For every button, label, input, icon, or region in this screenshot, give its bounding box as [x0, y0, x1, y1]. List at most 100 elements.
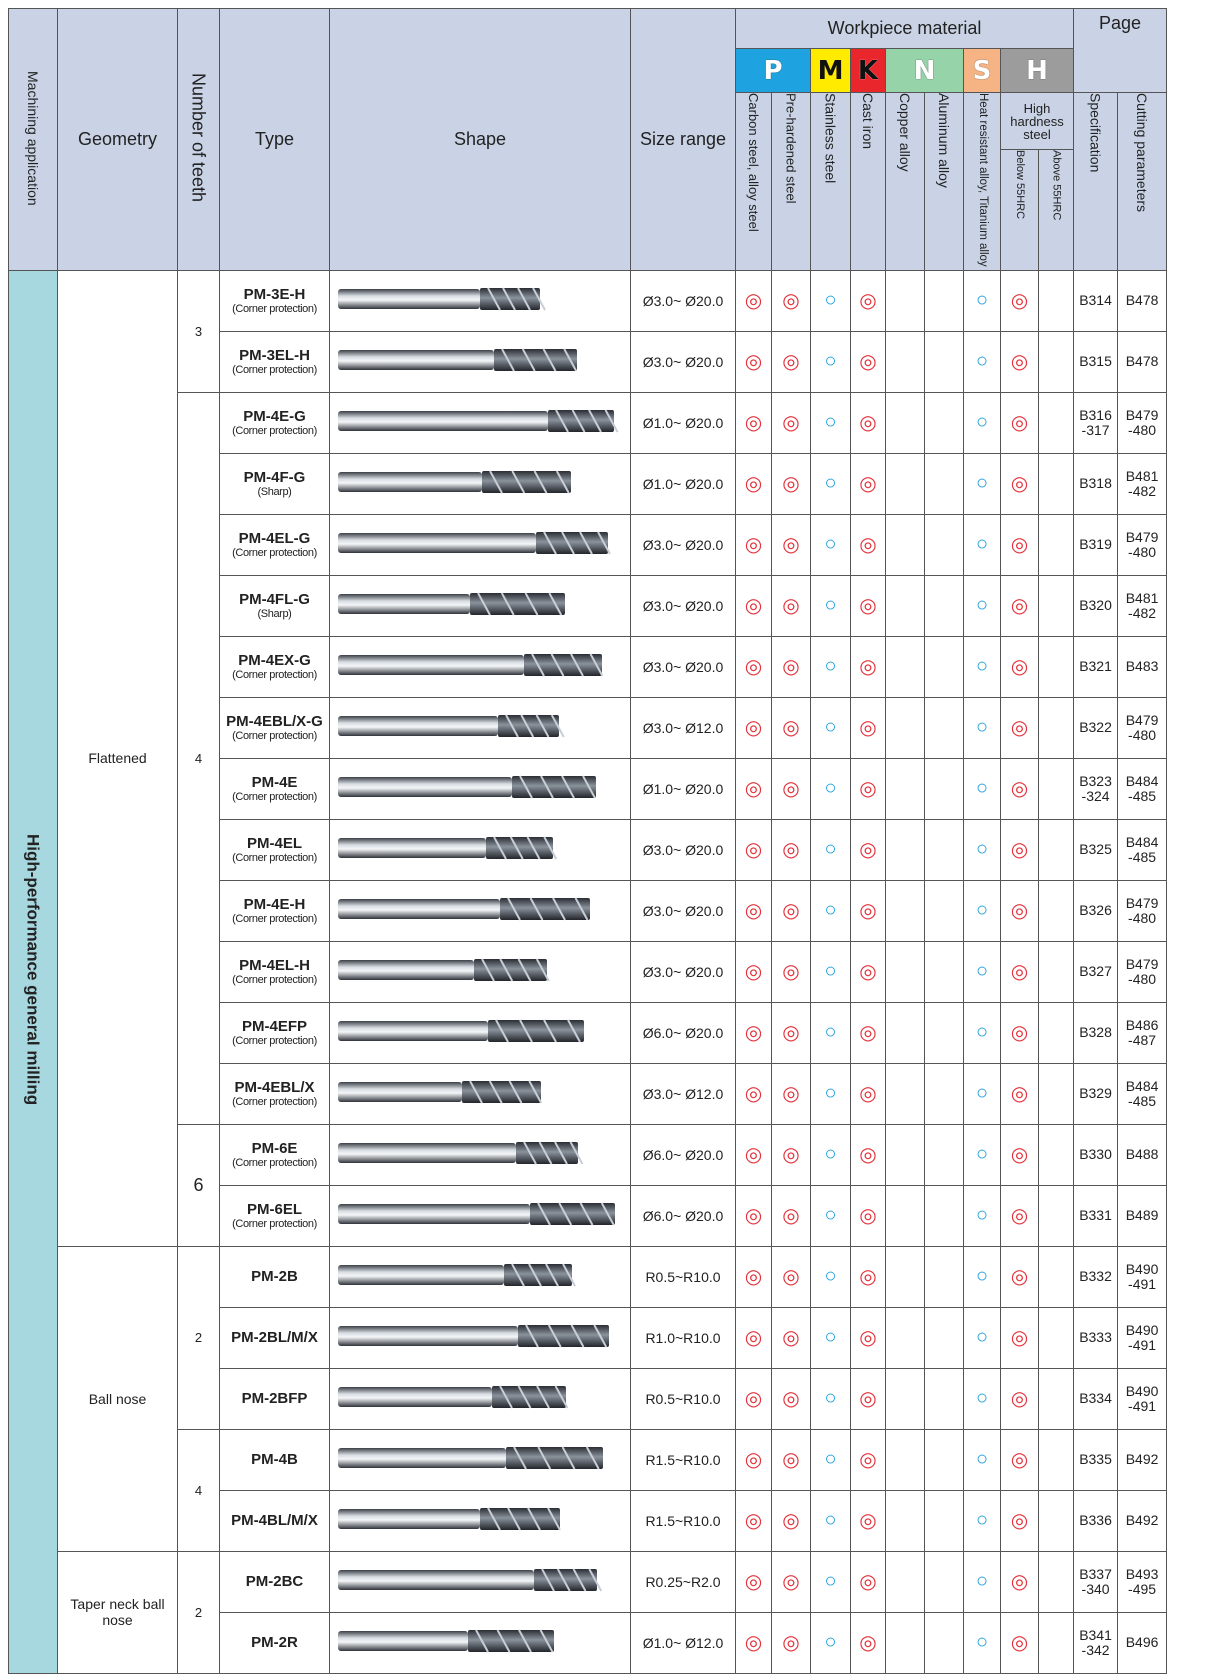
mark-cell: ○ [963, 1550, 1001, 1613]
tool-helix [495, 1019, 509, 1043]
tool-helix [538, 1141, 553, 1165]
tool-helix [487, 287, 501, 311]
tool-image [338, 775, 596, 799]
mark-cell: ○ [810, 330, 851, 393]
spec-cell: B328 [1073, 1001, 1119, 1064]
mark-cell [924, 452, 964, 515]
mark-cell: ◎ [1000, 1428, 1039, 1491]
size-cell: R1.5~R10.0 [630, 1428, 736, 1491]
tool-helix [481, 958, 495, 982]
spec-cell: B330 [1073, 1123, 1119, 1186]
mark-cell: ◎ [735, 1184, 772, 1247]
tool-image [338, 1202, 615, 1226]
tool-helix [535, 714, 550, 738]
table-row: PM-4EBL/X-G (Corner protection) Ø3.0~ Ø12.… [9, 696, 1168, 759]
mark-cell: ◎ [850, 1611, 886, 1674]
type-cell: PM-6E (Corner protection) [219, 1123, 330, 1186]
tool-image [338, 714, 565, 738]
mark-cell [885, 1062, 925, 1125]
mark-cell: ○ [963, 1306, 1001, 1369]
product-table: Machining application Geometry Number of… [8, 8, 1168, 1674]
shape-cell [329, 1489, 631, 1552]
mark-cell [885, 1611, 925, 1674]
mark-cell [1037, 1245, 1075, 1308]
shape-cell [329, 269, 631, 332]
mark-cell: ◎ [771, 1611, 811, 1674]
mark-cell: ◎ [771, 1062, 811, 1125]
type-name: PM-2R [251, 1634, 298, 1652]
table-row: Ball nose 2 PM-2B R0.5~R10.0 ◎ ◎ ○ ◎ ○ ◎ B332 B490 … [9, 1245, 1168, 1552]
tool-image [338, 653, 604, 677]
table-row: 6 PM-6E (Corner protection) Ø6.0~ Ø20.0 ◎ ◎ ○ ◎… [9, 1123, 1168, 1247]
type-note: (Sharp) [257, 486, 292, 499]
type-note: (Corner protection) [232, 974, 317, 987]
tool-image [338, 531, 611, 555]
spec-cell: B333 [1073, 1306, 1119, 1369]
mark-cell [924, 879, 964, 942]
cutting-cell: B489 [1117, 1184, 1168, 1247]
teeth-cell: 6 [177, 1123, 220, 1247]
mark-cell [885, 696, 925, 759]
mark-cell: ○ [963, 940, 1001, 1003]
mark-cell: ◎ [735, 1489, 772, 1552]
tool-flute [492, 1386, 566, 1409]
mark-cell: ○ [963, 1123, 1001, 1186]
tool-flute [530, 1203, 615, 1226]
tool-helix [517, 287, 531, 311]
mark-cell [885, 1123, 925, 1186]
cutting-cell: B484 -485 [1117, 1062, 1168, 1125]
type-cell: PM-4E (Corner protection) [219, 757, 330, 820]
size-cell: Ø1.0~ Ø20.0 [630, 452, 736, 515]
tool-helix [499, 1385, 513, 1409]
spec-cell: B335 [1073, 1428, 1119, 1491]
mark-cell [1037, 1306, 1075, 1369]
mark-cell: ◎ [850, 940, 886, 1003]
tool-helix [501, 348, 515, 372]
table-row: PM-3EL-H (Corner protection) Ø3.0~ Ø20.0 ◎ ◎… [9, 330, 1168, 393]
mark-cell: ◎ [850, 635, 886, 698]
mark-cell: ○ [810, 269, 851, 332]
header-cell: Specification [1073, 92, 1119, 271]
tool-shank [338, 716, 498, 737]
mark-cell: ◎ [735, 391, 772, 454]
type-cell: PM-4EL (Corner protection) [219, 818, 330, 881]
mark-cell: ◎ [735, 1550, 772, 1613]
tool-helix [579, 531, 593, 555]
tool-helix [543, 1019, 557, 1043]
mark-cell [1037, 1062, 1075, 1125]
mark-cell: ◎ [1000, 1245, 1039, 1308]
tool-shank [338, 1570, 534, 1591]
mark-cell: ◎ [771, 1001, 811, 1064]
tool-helix [527, 1507, 541, 1531]
mark-cell: ◎ [1000, 1611, 1039, 1674]
tool-helix [531, 653, 545, 677]
shape-cell [329, 1001, 631, 1064]
mark-cell: ◎ [850, 757, 886, 820]
tool-shank [338, 777, 512, 798]
tool-shank [338, 1509, 480, 1530]
type-name: PM-2BL/M/X [231, 1329, 318, 1347]
mark-cell: ○ [963, 513, 1001, 576]
mark-cell: ○ [810, 513, 851, 576]
mark-cell: ◎ [850, 1367, 886, 1430]
tool-flute [488, 1020, 584, 1043]
spec-cell: B316 -317 [1073, 391, 1119, 454]
mark-cell [924, 1123, 964, 1186]
mark-cell: ○ [963, 391, 1001, 454]
header-cell: Page [1073, 8, 1168, 93]
mark-cell: ○ [810, 574, 851, 637]
mark-cell: ◎ [1000, 879, 1039, 942]
mark-cell: ◎ [850, 1489, 886, 1552]
mark-cell [885, 879, 925, 942]
mark-cell [924, 1611, 964, 1674]
header-cell: Cutting parameters [1117, 92, 1168, 271]
tool-helix [561, 531, 575, 555]
shape-cell [329, 1367, 631, 1430]
type-note: (Corner protection) [232, 1157, 317, 1170]
tool-image [338, 1507, 561, 1531]
mark-cell: ◎ [1000, 1001, 1039, 1064]
tool-helix [589, 653, 604, 677]
mark-cell [1037, 635, 1075, 698]
tool-shank [338, 1631, 468, 1652]
shape-cell [329, 574, 631, 637]
